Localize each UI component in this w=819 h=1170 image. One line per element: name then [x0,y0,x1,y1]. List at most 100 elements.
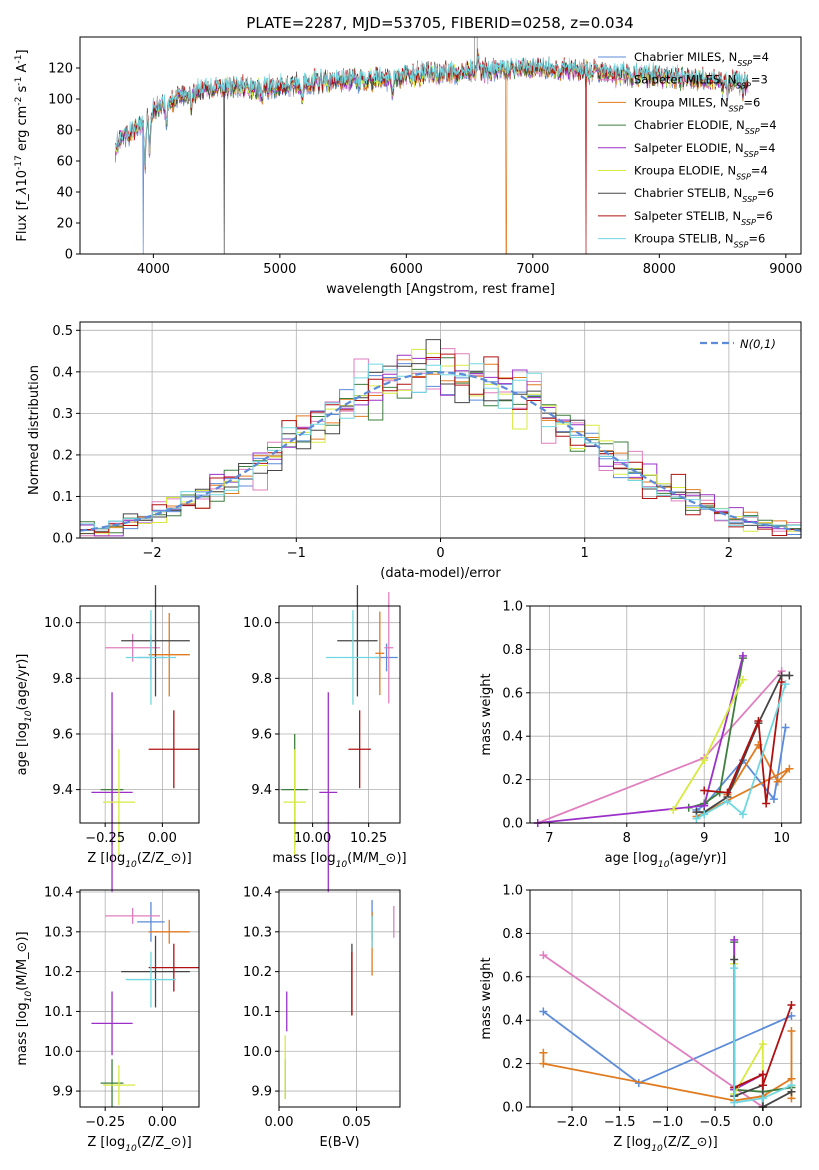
weight-marker [669,805,678,814]
y-axis-label: mass [log10(M/M_⊙)] [15,931,34,1065]
x-tick-label: −0.25 [85,1115,125,1130]
plot-age_vs_mass: 10.00 10.25 9.4 9.6 9.8 10.0 mass [log10(M/M_⊙… [243,585,407,893]
y-tick-label: 1.0 [502,884,523,899]
weight-marker [769,795,778,804]
x-tick-label: −1 [287,546,306,561]
y-tick-label: 0.4 [502,1014,523,1029]
weight-marker [787,1001,796,1010]
weight-marker [692,814,701,823]
x-axis-label: Z [log10(Z/Z_⊙)] [87,851,191,870]
y-axis-label: age [log10(age/yr)] [15,654,34,776]
y-tick-label: 9.8 [52,672,73,687]
y-tick-label: 9.8 [251,672,272,687]
y-axis-label: Flux [f_λ10-17 erg cm-2 s-1 A-1] [14,49,30,241]
weight-line-7 [733,1004,793,1089]
weight-marker [723,788,732,797]
weight-marker [762,799,771,808]
weight-marker [773,777,782,786]
y-tick-label: 10.0 [44,1045,73,1060]
x-tick-label: 4000 [137,262,170,277]
x-tick-label: 7 [545,831,553,846]
weight-marker [730,964,739,973]
legend-entry: Chabrier ELODIE, NSSP=4 [634,118,777,136]
y-tick-label: 0.6 [502,686,523,701]
y-tick-label: 10.4 [44,885,73,900]
legend-entry: Salpeter STELIB, NSSP=6 [634,209,773,227]
x-axis-label: Z [log10(Z/Z_⊙)] [87,1135,191,1154]
y-tick-label: 100 [48,93,73,108]
weight-marker [781,680,790,689]
weight-marker [787,1081,796,1090]
histogram-8 [79,363,802,538]
y-tick-label: 0.8 [502,643,523,658]
weight-marker [754,717,763,726]
x-tick-label: 0.05 [342,1115,371,1130]
plot-residuals: −2 −1 0 1 2 0.0 0.1 0.2 0.3 0.4 0.5 (data-model)/er… [27,321,802,581]
x-tick-label: 5000 [263,262,296,277]
y-tick-label: 0.8 [502,927,523,942]
y-tick-label: 9.4 [52,783,73,798]
y-tick-label: 0.5 [52,324,73,339]
legend-entry: Kroupa ELODIE, NSSP=4 [634,164,768,182]
x-tick-label: 10 [773,831,790,846]
weight-marker [787,1011,796,1020]
y-axis-label: Normed distribution [27,365,42,495]
y-tick-label: 10.1 [44,1005,73,1020]
y-tick-label: 0.2 [502,1057,523,1072]
y-tick-label: 0.6 [502,970,523,985]
x-axis-label: Z [log10(Z/Z_⊙)] [613,1135,717,1154]
y-tick-label: 10.2 [44,965,73,980]
y-axis-label: mass weight [479,673,494,755]
y-tick-label: 0.1 [52,490,73,505]
spectrum-line-8 [115,55,749,168]
y-tick-label: 9.9 [251,1085,272,1100]
x-axis-label: E(B-V) [319,1135,359,1150]
x-tick-label: 6000 [390,262,423,277]
weight-marker [700,756,709,765]
weight-marker [738,810,747,819]
x-tick-label: 0.00 [148,831,177,846]
y-tick-label: 0.2 [502,773,523,788]
legend-entry: Kroupa MILES, NSSP=6 [634,95,760,113]
x-tick-label: 2 [725,546,733,561]
plot-spectrum: 4000 5000 6000 7000 8000 9000 0 20 40 60 80 100 120 w… [14,36,802,297]
x-tick-label: 0.0 [752,1115,773,1130]
weight-marker [758,1081,767,1090]
y-tick-label: 10.0 [243,1045,272,1060]
weight-marker [785,764,794,773]
weight-marker [730,1098,739,1107]
y-tick-label: 0 [65,248,73,263]
weight-marker [723,797,732,806]
x-axis-label: mass [log10(M/M_⊙)] [272,851,406,870]
y-tick-label: 10.3 [44,925,73,940]
legend-entry: Kroupa STELIB, NSSP=6 [634,232,765,250]
y-tick-label: 0.4 [52,365,73,380]
y-tick-label: 0.2 [52,448,73,463]
weight-marker [700,810,709,819]
y-tick-label: 10.0 [44,616,73,631]
weight-marker [738,651,747,660]
x-tick-label: 10.25 [350,831,387,846]
x-axis-label: (data-model)/error [380,566,501,581]
y-tick-label: 10.3 [243,925,272,940]
plot-age_vs_Z: −0.25 0.00 9.4 9.6 9.8 10.0 Z [log10(Z/Z_⊙)] ag… [15,585,200,893]
weight-marker [730,935,739,944]
x-axis-label: wavelength [Angstrom, rest frame] [326,282,555,297]
x-tick-label: −0.25 [85,831,125,846]
x-tick-label: 0.00 [265,1115,294,1130]
y-axis-label: mass weight [479,957,494,1039]
y-tick-label: 0.3 [52,407,73,422]
weight-marker [781,723,790,732]
x-tick-label: −0.5 [699,1115,731,1130]
y-tick-label: 0.0 [502,817,523,832]
x-tick-label: −2.0 [556,1115,588,1130]
histogram-7 [79,353,802,538]
y-tick-label: 60 [56,155,73,170]
y-tick-label: 10.0 [243,616,272,631]
y-tick-label: 0.0 [52,532,73,547]
x-tick-label: 8 [623,831,631,846]
y-tick-label: 20 [56,217,73,232]
y-tick-label: 10.2 [243,965,272,980]
weight-marker [758,1040,767,1049]
